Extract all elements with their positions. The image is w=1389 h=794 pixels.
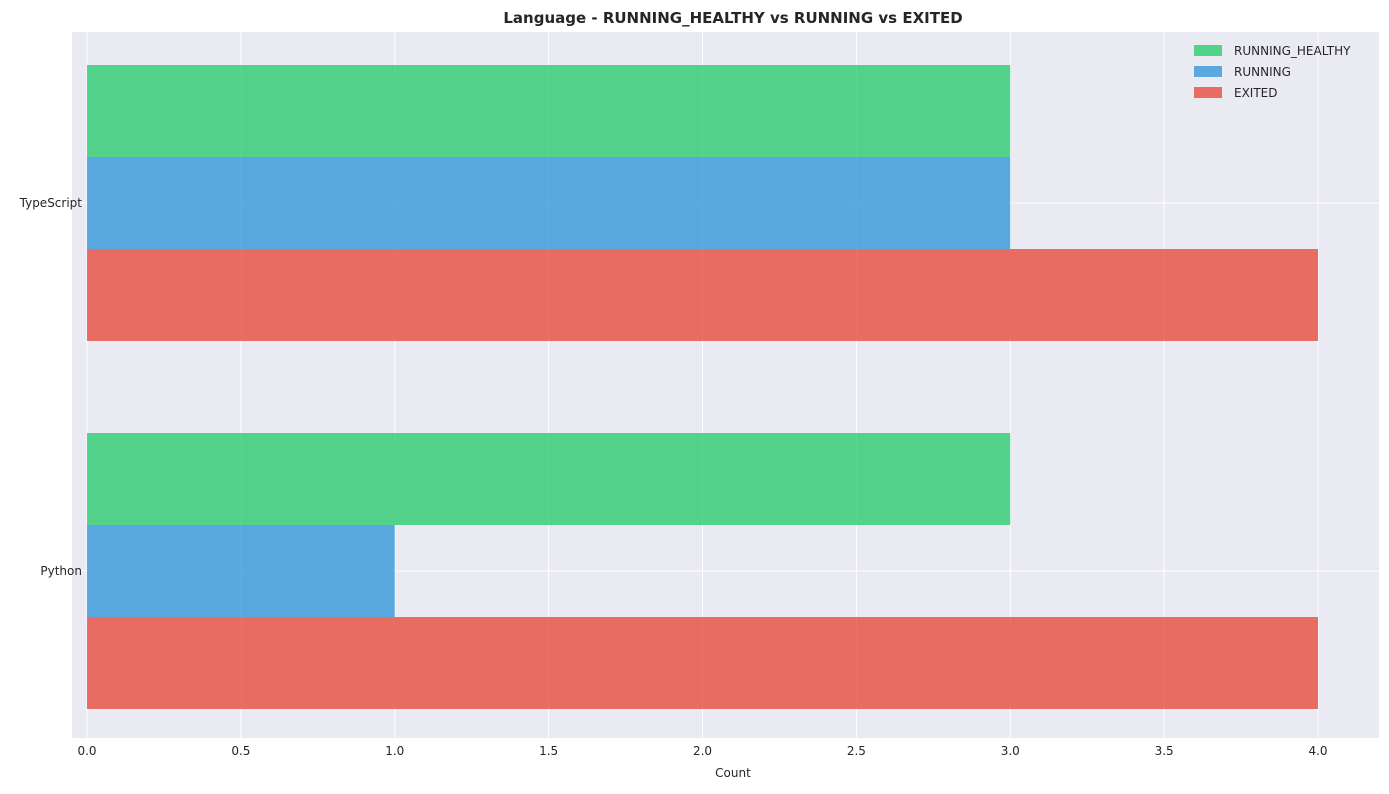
bar-typescript-running-healthy — [87, 65, 1011, 157]
bars-layer — [87, 65, 1318, 709]
x-tick-label: 0.0 — [77, 744, 96, 758]
bar-typescript-running — [87, 157, 1011, 249]
x-tick-label: 2.0 — [693, 744, 712, 758]
legend-swatch — [1194, 87, 1222, 98]
x-tick-label: 3.0 — [1001, 744, 1020, 758]
legend-swatch — [1194, 45, 1222, 56]
x-tick-label: 3.5 — [1155, 744, 1174, 758]
bar-typescript-exited — [87, 249, 1318, 341]
legend-label: RUNNING — [1234, 65, 1291, 79]
bar-python-running-healthy — [87, 433, 1011, 525]
legend: RUNNING_HEALTHY RUNNING EXITED — [1194, 44, 1351, 100]
x-tick-label: 0.5 — [231, 744, 250, 758]
chart-title: Language - RUNNING_HEALTHY vs RUNNING vs… — [503, 9, 962, 27]
legend-label: EXITED — [1234, 86, 1278, 100]
y-tick-label: TypeScript — [19, 196, 83, 210]
bar-python-running — [87, 525, 395, 617]
bar-python-exited — [87, 617, 1318, 709]
legend-label: RUNNING_HEALTHY — [1234, 44, 1351, 58]
x-tick-label: 1.0 — [385, 744, 404, 758]
x-axis-ticks: 0.0 0.5 1.0 1.5 2.0 2.5 3.0 3.5 4.0 — [77, 744, 1327, 758]
y-axis-ticks: TypeScript Python — [19, 196, 83, 578]
x-tick-label: 2.5 — [847, 744, 866, 758]
y-tick-label: Python — [40, 564, 82, 578]
legend-swatch — [1194, 66, 1222, 77]
x-tick-label: 4.0 — [1308, 744, 1327, 758]
x-axis-title: Count — [715, 766, 751, 780]
x-tick-label: 1.5 — [539, 744, 558, 758]
